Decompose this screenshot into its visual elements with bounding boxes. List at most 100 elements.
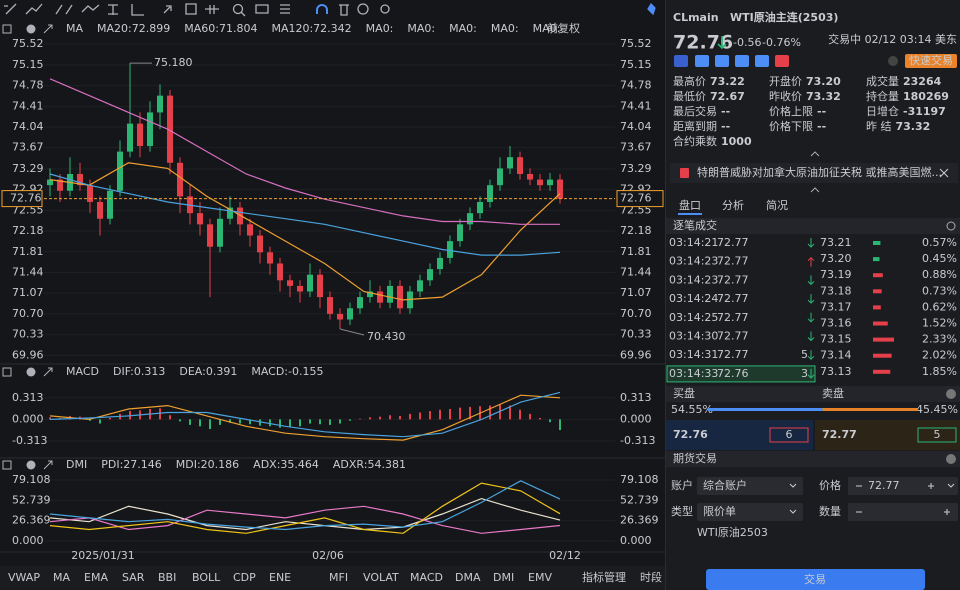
account-value[interactable]: 综合账户	[703, 478, 747, 492]
settings-icon[interactable]	[2, 367, 12, 377]
candle-body	[297, 285, 303, 292]
indicator-tab[interactable]: CDP	[233, 571, 256, 584]
expand-icon[interactable]	[43, 460, 53, 470]
close-icon[interactable]	[26, 367, 36, 377]
help-icon[interactable]	[946, 454, 956, 464]
collapse-chevron[interactable]	[810, 151, 820, 157]
stat-label: 距离到期	[673, 119, 717, 133]
help-icon[interactable]	[946, 389, 956, 399]
panel-tab[interactable]: 盘口	[679, 198, 701, 212]
badge-icon	[695, 55, 709, 67]
legend-entry[interactable]: ADXR:54.381	[333, 458, 406, 471]
y-tick-label: 71.07	[620, 286, 652, 299]
dist-pct: 0.62%	[922, 300, 957, 313]
close-news[interactable]	[939, 168, 949, 178]
alert-icon[interactable]	[888, 56, 898, 66]
indicator-tab[interactable]: EMV	[528, 571, 552, 584]
candle-body	[287, 280, 293, 286]
y-tick-label: 73.67	[12, 141, 44, 154]
expand-icon[interactable]	[43, 24, 53, 34]
trades-title: 逐笔成交	[673, 218, 717, 232]
indicator-tab[interactable]: BBI	[158, 571, 176, 584]
panel-tab[interactable]: 简况	[766, 198, 788, 212]
quick-trade-label[interactable]: 快速交易	[909, 53, 953, 67]
indicator-tab[interactable]: ENE	[269, 571, 291, 584]
indicator-name[interactable]: MACD	[66, 365, 99, 378]
indicator-tab[interactable]: DMA	[455, 571, 481, 584]
indicator-tab[interactable]: MFI	[329, 571, 348, 584]
indicator-tab[interactable]: MACD	[410, 571, 443, 584]
ask-share-bar	[822, 408, 918, 411]
legend-entry[interactable]: MDI:20.186	[176, 458, 239, 471]
candle-body	[267, 252, 273, 264]
indicator-tab[interactable]: 指标管理	[582, 570, 626, 584]
quick-trade-button[interactable]	[905, 54, 957, 68]
settings-icon[interactable]	[946, 221, 956, 231]
legend-entry[interactable]: DEA:0.391	[179, 365, 237, 378]
indicator-tab[interactable]: BOLL	[192, 571, 221, 584]
close-icon[interactable]	[26, 460, 36, 470]
x-tick-label: 02/06	[312, 549, 344, 562]
legend-entry[interactable]: MA120:72.342	[271, 22, 351, 35]
legend-entry[interactable]: MA20:72.899	[97, 22, 170, 35]
close-icon[interactable]	[26, 24, 36, 34]
submit-label[interactable]: 交易	[804, 572, 826, 586]
news-bar[interactable]	[670, 163, 958, 183]
indicator-tab[interactable]: SAR	[122, 571, 145, 584]
indicator-tab[interactable]: VWAP	[8, 571, 40, 584]
stat-value: 1000	[721, 135, 752, 148]
submit-button[interactable]	[706, 569, 925, 590]
y-tick-label: 75.52	[12, 37, 44, 50]
candle-body	[507, 157, 513, 169]
legend-entry[interactable]: PDI:27.146	[101, 458, 162, 471]
section-header	[666, 218, 960, 234]
candle-body	[137, 123, 143, 146]
legend-entry[interactable]: DIF:0.313	[113, 365, 165, 378]
form-label: 账户	[671, 478, 693, 492]
legend-entry[interactable]: MA60:71.804	[184, 22, 257, 35]
trade-qty: 3	[801, 367, 808, 380]
trade-time: 03:14:33	[669, 367, 718, 380]
candle-body	[127, 123, 133, 152]
type-select[interactable]	[697, 503, 803, 521]
settings-icon[interactable]	[2, 24, 12, 34]
indicator-tab[interactable]: VOLAT	[363, 571, 399, 584]
stat-value: 73.32	[896, 120, 931, 133]
price-input[interactable]	[848, 477, 958, 495]
indicator-tab[interactable]: EMA	[84, 571, 108, 584]
badge-icon	[674, 55, 688, 67]
candle-body	[257, 235, 263, 253]
drawing-toolbar[interactable]	[4, 2, 656, 17]
candle-body	[437, 257, 443, 270]
legend-entry[interactable]: ADX:35.464	[253, 458, 319, 471]
bid-price: 72.76	[673, 428, 708, 441]
settings-icon[interactable]	[2, 460, 12, 470]
trade-time: 03:14:31	[669, 348, 718, 361]
candle-body	[237, 207, 243, 225]
indicator-tab[interactable]: 时段	[640, 570, 662, 584]
qty-input[interactable]	[848, 503, 958, 521]
adjustment[interactable]: 前复权	[547, 21, 580, 35]
dist-price: 73.17	[820, 300, 852, 313]
plus-button[interactable]	[944, 509, 950, 515]
dist-price: 73.15	[820, 333, 852, 346]
annotation-leader	[339, 328, 365, 336]
legend-entry[interactable]: MACD:-0.155	[251, 365, 323, 378]
indicator-tab[interactable]: DMI	[493, 571, 514, 584]
indicator-line	[49, 78, 560, 225]
panel-tab[interactable]: 分析	[722, 198, 744, 212]
news-headline[interactable]: 特朗普威胁对加拿大原油加征关税 或推高美国燃...	[697, 165, 942, 179]
collapse-chevron[interactable]	[810, 187, 820, 193]
trade-direction	[807, 275, 815, 286]
trade-qty: 5	[801, 348, 808, 361]
expand-icon[interactable]	[43, 367, 53, 377]
type-value[interactable]: 限价单	[703, 505, 736, 518]
legend-entry-empty: MA0:	[533, 22, 561, 35]
dist-price: 73.20	[820, 252, 852, 265]
indicator-tab[interactable]: MA	[53, 571, 70, 584]
plus-button[interactable]	[928, 483, 934, 489]
indicator-name[interactable]: MA	[66, 22, 83, 35]
account-select[interactable]	[697, 477, 803, 495]
price-value[interactable]: 72.77	[868, 479, 900, 492]
indicator-name[interactable]: DMI	[66, 458, 87, 471]
